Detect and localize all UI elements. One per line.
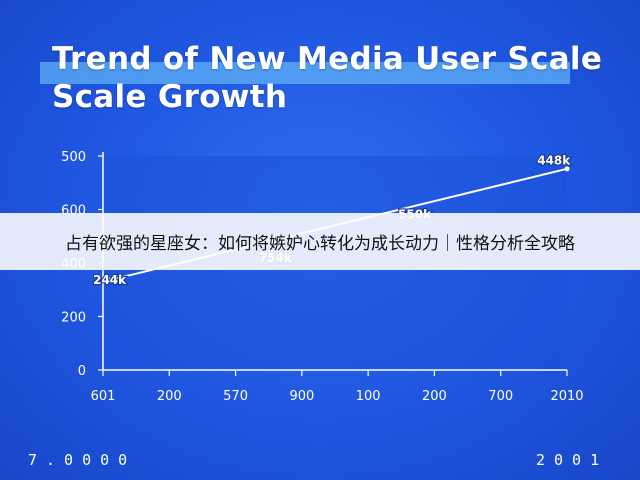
data-point (107, 277, 113, 283)
x-tick-label: 700 (488, 389, 513, 404)
chart-title: Trend of New Media User Scale Scale Grow… (52, 41, 603, 115)
x-tick-label: 570 (223, 389, 248, 404)
footer-right-value: 2001 (536, 451, 609, 469)
y-tick-label: 0 (78, 364, 86, 379)
data-label: 244k (93, 273, 127, 287)
x-tick-label: 100 (356, 389, 381, 404)
x-tick-label: 2010 (550, 389, 583, 404)
caption-text: 占有欲强的星座女：如何将嫉妒心转化为成长动力｜性格分析全攻略 (65, 234, 575, 254)
x-tick-label: 200 (422, 389, 447, 404)
data-label: 448k (537, 153, 571, 167)
footer-left-value: 7.0000 (28, 451, 137, 469)
title-highlight (40, 62, 570, 84)
y-tick-label: 500 (61, 150, 86, 165)
x-tick-label: 601 (91, 389, 116, 404)
x-tick-label: 200 (157, 389, 182, 404)
x-tick-label: 900 (289, 389, 314, 404)
data-point (564, 166, 570, 172)
y-tick-label: 200 (61, 311, 86, 326)
caption-banner: 占有欲强的星座女：如何将嫉妒心转化为成长动力｜性格分析全攻略 (0, 213, 640, 270)
